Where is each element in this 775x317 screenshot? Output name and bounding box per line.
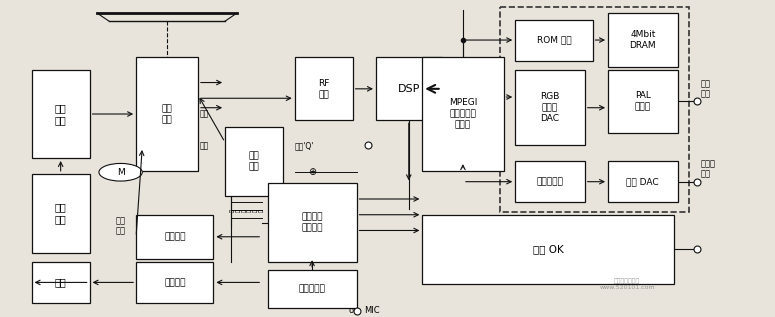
Text: 数字滤波器: 数字滤波器 [536,177,563,186]
Text: 家电维修资料网
www.520101.com: 家电维修资料网 www.520101.com [600,278,655,290]
Bar [608,161,677,202]
Text: 水光
激光: 水光 激光 [162,104,172,124]
Text: MPEGI
视频和音频
解码器: MPEGI 视频和音频 解码器 [449,98,477,130]
Bar [32,174,90,253]
Bar [136,215,213,259]
Text: o: o [349,306,353,315]
Text: ROM 选用: ROM 选用 [536,36,571,45]
Bar [608,70,677,133]
Text: 装盘
机构: 装盘 机构 [55,202,67,224]
Text: 系统控制
微处理器: 系统控制 微处理器 [301,213,323,233]
Text: M: M [117,168,125,177]
Bar [267,183,357,262]
Text: 复合
视频: 复合 视频 [701,79,711,99]
Bar [32,70,90,158]
Bar [515,161,585,202]
Bar [515,70,585,146]
Text: ⊕: ⊕ [308,167,316,177]
Text: 驱动: 驱动 [55,277,67,288]
Text: MIC: MIC [364,306,380,315]
Text: 音频 DAC: 音频 DAC [626,177,659,186]
Bar [608,13,677,67]
Text: 卡拉 OK: 卡拉 OK [532,244,563,254]
Text: 进给
电机: 进给 电机 [115,216,126,236]
Bar [294,57,353,120]
Text: 聚焦: 聚焦 [199,141,208,150]
Text: 光头
伺服: 光头 伺服 [249,151,260,171]
Text: PAL
编码器: PAL 编码器 [635,91,651,112]
Text: RGB
三通道
DAC: RGB 三通道 DAC [540,92,560,123]
Text: 前面板电路: 前面板电路 [298,284,326,293]
Bar [500,7,689,211]
Bar [136,57,198,171]
Bar [515,20,593,61]
Bar [267,270,357,307]
Bar [376,57,442,120]
Text: 进给驱动: 进给驱动 [164,232,185,241]
Text: 主轴伺服: 主轴伺服 [164,278,185,287]
Text: 主轴
电机: 主轴 电机 [55,103,67,125]
Text: 串
行
数
据
总
线: 串 行 数 据 总 线 [229,209,264,211]
Text: RF
放大: RF 放大 [318,79,329,99]
Text: 立体声
音频: 立体声 音频 [701,159,716,179]
Text: 循迹: 循迹 [199,109,208,119]
Text: 4Mbit
DRAM: 4Mbit DRAM [629,30,656,50]
Circle shape [99,164,143,181]
Text: 子码'Q': 子码'Q' [294,141,314,150]
Bar [422,57,504,171]
Bar [225,126,283,196]
Bar [32,262,90,303]
Text: DSP: DSP [398,84,420,94]
Bar [422,215,673,284]
Bar [136,262,213,303]
